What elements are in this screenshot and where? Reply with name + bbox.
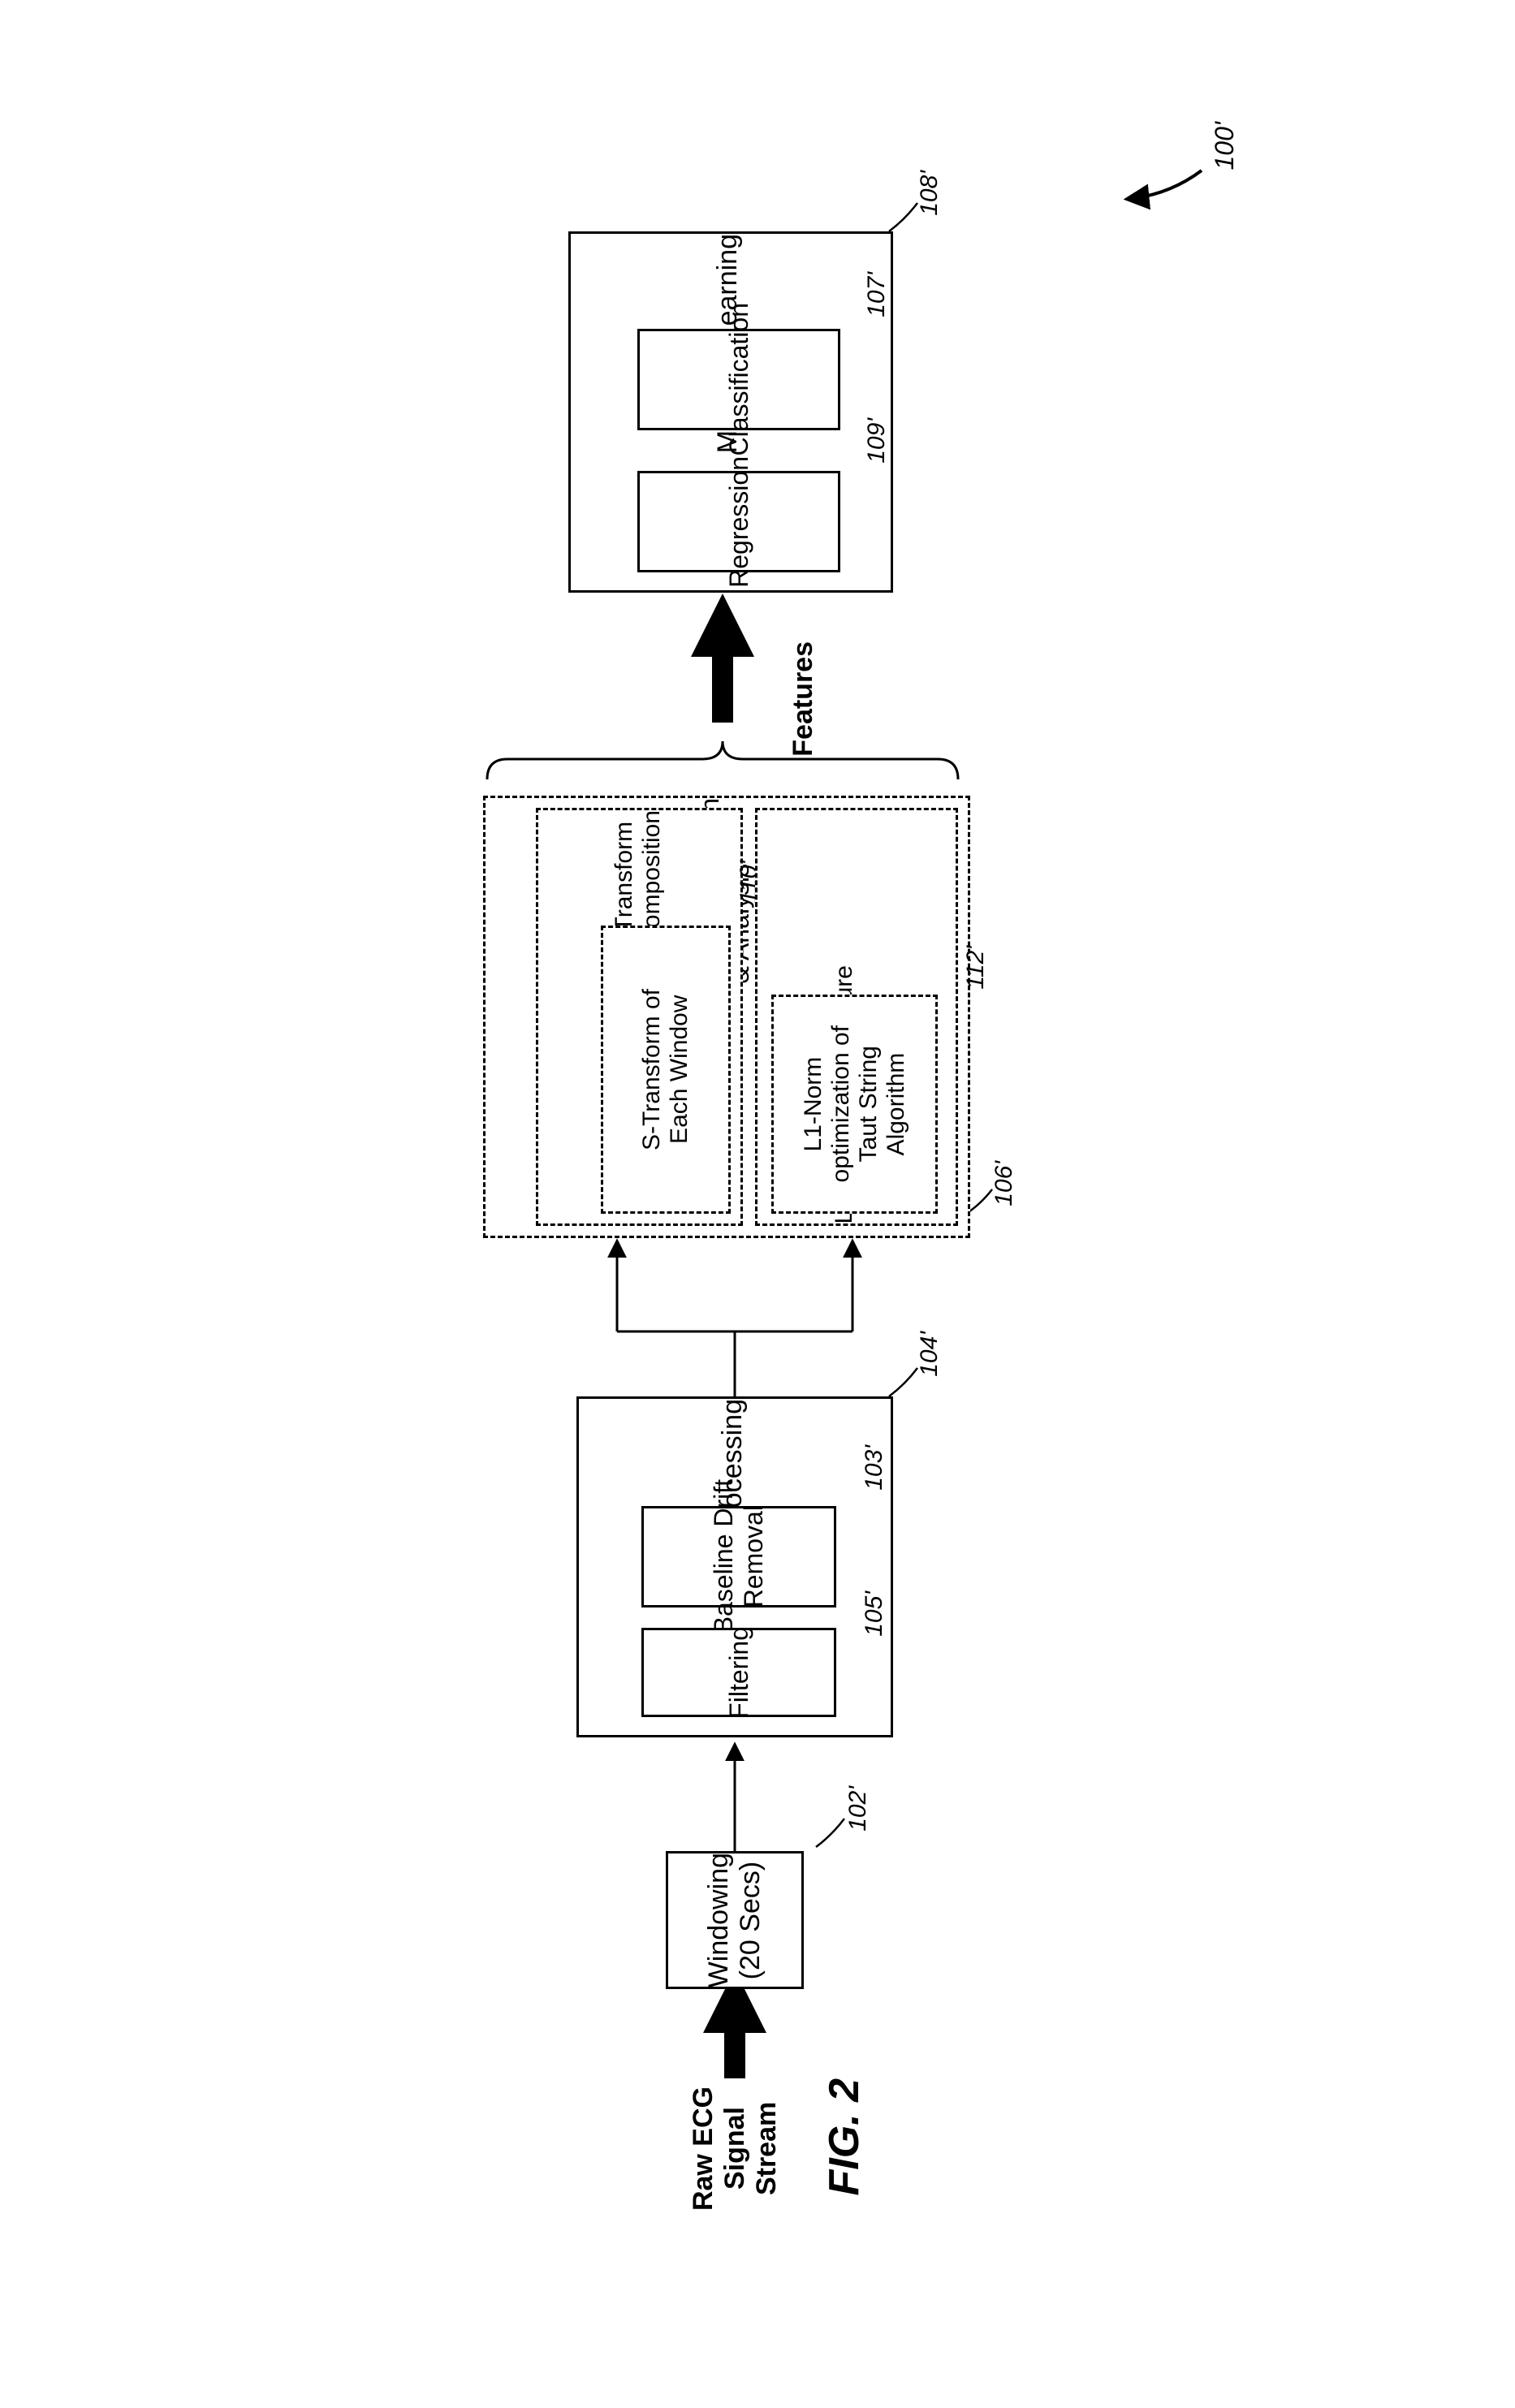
ref-104: 104': [916, 1331, 943, 1377]
ref-106: 106': [991, 1161, 1018, 1206]
ref-105: 105': [861, 1591, 888, 1637]
l1opt-title: L1-Norm optimization of Taut String Algo…: [800, 1025, 910, 1182]
class-title: Classification: [724, 303, 754, 456]
windowing-box: Windowing (20 Secs): [666, 1851, 804, 1989]
stwin-box: S-Transform of Each Window: [601, 926, 731, 1214]
ref-108: 108': [916, 170, 943, 216]
ref-107: 107': [863, 272, 891, 317]
figure-label: FIG. 2: [820, 2078, 869, 2195]
ref-112: 112': [962, 946, 990, 990]
stwin-title: S-Transform of Each Window: [638, 989, 693, 1150]
regr-title: Regression: [724, 456, 754, 588]
input-label-text: Raw ECG Signal Stream: [688, 2087, 783, 2211]
baseline-box: Baseline Drift Removal: [641, 1506, 836, 1607]
filtering-box: Filtering: [641, 1628, 836, 1717]
ref-103: 103': [861, 1445, 888, 1491]
baseline-title: Baseline Drift Removal: [709, 1479, 769, 1633]
input-label: Raw ECG Signal Stream: [666, 2087, 804, 2218]
regr-box: Regression: [637, 471, 840, 572]
features-label: Features: [788, 641, 819, 757]
ref-100: 100': [1210, 122, 1240, 170]
ref-109: 109': [863, 418, 891, 464]
class-box: Classification: [637, 329, 840, 430]
diagram-canvas: 100' Raw ECG Signal Stream Windowing (20…: [0, 0, 1515, 2408]
ref-102: 102': [844, 1786, 872, 1832]
windowing-title: Windowing (20 Secs): [703, 1853, 766, 1987]
filtering-title: Filtering: [724, 1626, 754, 1719]
l1opt-box: L1-Norm optimization of Taut String Algo…: [771, 995, 938, 1214]
